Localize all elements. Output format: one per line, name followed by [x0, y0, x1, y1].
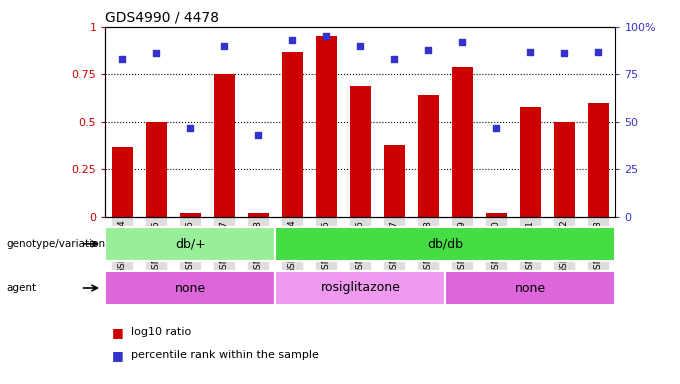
- Bar: [146, 122, 167, 217]
- Bar: [248, 213, 269, 217]
- Text: none: none: [515, 281, 546, 295]
- Bar: [180, 213, 201, 217]
- Point: [423, 46, 434, 53]
- Text: log10 ratio: log10 ratio: [131, 327, 192, 337]
- Bar: [275, 227, 615, 261]
- Bar: [316, 36, 337, 217]
- Bar: [105, 271, 275, 305]
- Text: ■: ■: [112, 349, 124, 362]
- Point: [185, 124, 196, 131]
- Text: db/+: db/+: [175, 237, 206, 250]
- Text: agent: agent: [7, 283, 37, 293]
- Point: [355, 43, 366, 49]
- Text: none: none: [175, 281, 206, 295]
- Text: ■: ■: [112, 326, 124, 339]
- Text: rosiglitazone: rosiglitazone: [320, 281, 401, 295]
- Bar: [445, 271, 615, 305]
- Bar: [452, 67, 473, 217]
- Bar: [112, 147, 133, 217]
- Text: GDS4990 / 4478: GDS4990 / 4478: [105, 10, 220, 24]
- Bar: [418, 95, 439, 217]
- Point: [287, 37, 298, 43]
- Point: [321, 33, 332, 40]
- Bar: [275, 271, 445, 305]
- Text: percentile rank within the sample: percentile rank within the sample: [131, 350, 319, 360]
- Point: [151, 50, 162, 56]
- Bar: [520, 107, 541, 217]
- Bar: [384, 145, 405, 217]
- Bar: [350, 86, 371, 217]
- Text: genotype/variation: genotype/variation: [7, 239, 106, 249]
- Bar: [105, 227, 275, 261]
- Point: [457, 39, 468, 45]
- Bar: [554, 122, 575, 217]
- Point: [559, 50, 570, 56]
- Bar: [486, 213, 507, 217]
- Point: [593, 48, 604, 55]
- Bar: [588, 103, 609, 217]
- Bar: [282, 51, 303, 217]
- Point: [525, 48, 536, 55]
- Point: [117, 56, 128, 62]
- Point: [219, 43, 230, 49]
- Point: [491, 124, 502, 131]
- Bar: [214, 74, 235, 217]
- Point: [253, 132, 264, 138]
- Text: db/db: db/db: [428, 237, 463, 250]
- Point: [389, 56, 400, 62]
